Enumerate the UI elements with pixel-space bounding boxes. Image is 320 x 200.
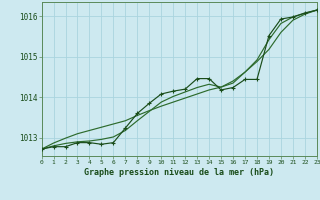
X-axis label: Graphe pression niveau de la mer (hPa): Graphe pression niveau de la mer (hPa) <box>84 168 274 177</box>
